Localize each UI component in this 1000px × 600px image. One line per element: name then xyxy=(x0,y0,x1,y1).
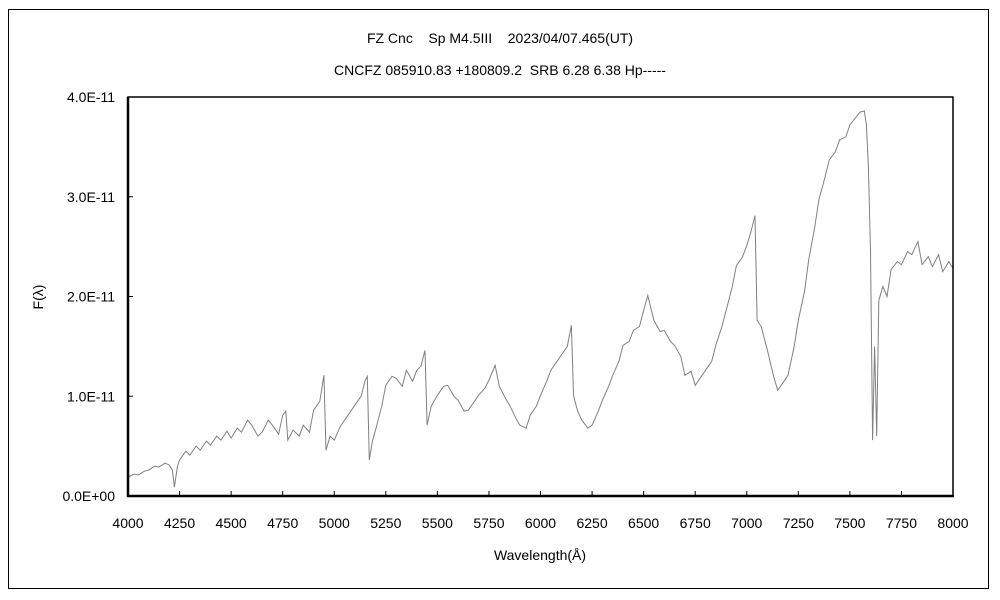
y-tick-label: 2.0E-11 xyxy=(67,289,115,305)
plot-area xyxy=(127,96,954,497)
y-tick-label: 1.0E-11 xyxy=(67,388,115,404)
x-tick-label: 7750 xyxy=(886,515,917,531)
x-tick-label: 5250 xyxy=(370,515,401,531)
chart-frame xyxy=(8,9,989,589)
x-tick-label: 6500 xyxy=(628,515,659,531)
y-tick-label: 3.0E-11 xyxy=(67,189,115,205)
x-tick-label: 6250 xyxy=(576,515,607,531)
y-tick-label: 4.0E-11 xyxy=(67,89,115,105)
x-tick-label: 7500 xyxy=(834,515,865,531)
spectrum-line xyxy=(127,110,954,488)
x-tick-label: 7250 xyxy=(783,515,814,531)
x-tick-label: 5000 xyxy=(319,515,350,531)
x-tick-label: 5500 xyxy=(422,515,453,531)
x-tick-label: 5750 xyxy=(473,515,504,531)
x-tick-label: 7000 xyxy=(731,515,762,531)
x-tick-label: 4500 xyxy=(216,515,247,531)
chart-subtitle: CNCFZ 085910.83 +180809.2 SRB 6.28 6.38 … xyxy=(334,62,666,78)
x-tick-label: 4000 xyxy=(112,515,143,531)
y-tick-label: 0.0E+00 xyxy=(62,488,115,504)
x-tick-label: 6000 xyxy=(525,515,556,531)
x-tick-label: 4750 xyxy=(267,515,298,531)
y-axis-label: F(λ) xyxy=(30,285,46,310)
x-tick-label: 4250 xyxy=(164,515,195,531)
x-axis-label: Wavelength(Å) xyxy=(494,547,586,563)
chart-title: FZ Cnc Sp M4.5III 2023/04/07.465(UT) xyxy=(366,30,634,46)
x-tick-label: 8000 xyxy=(937,515,968,531)
x-tick-label: 6750 xyxy=(680,515,711,531)
